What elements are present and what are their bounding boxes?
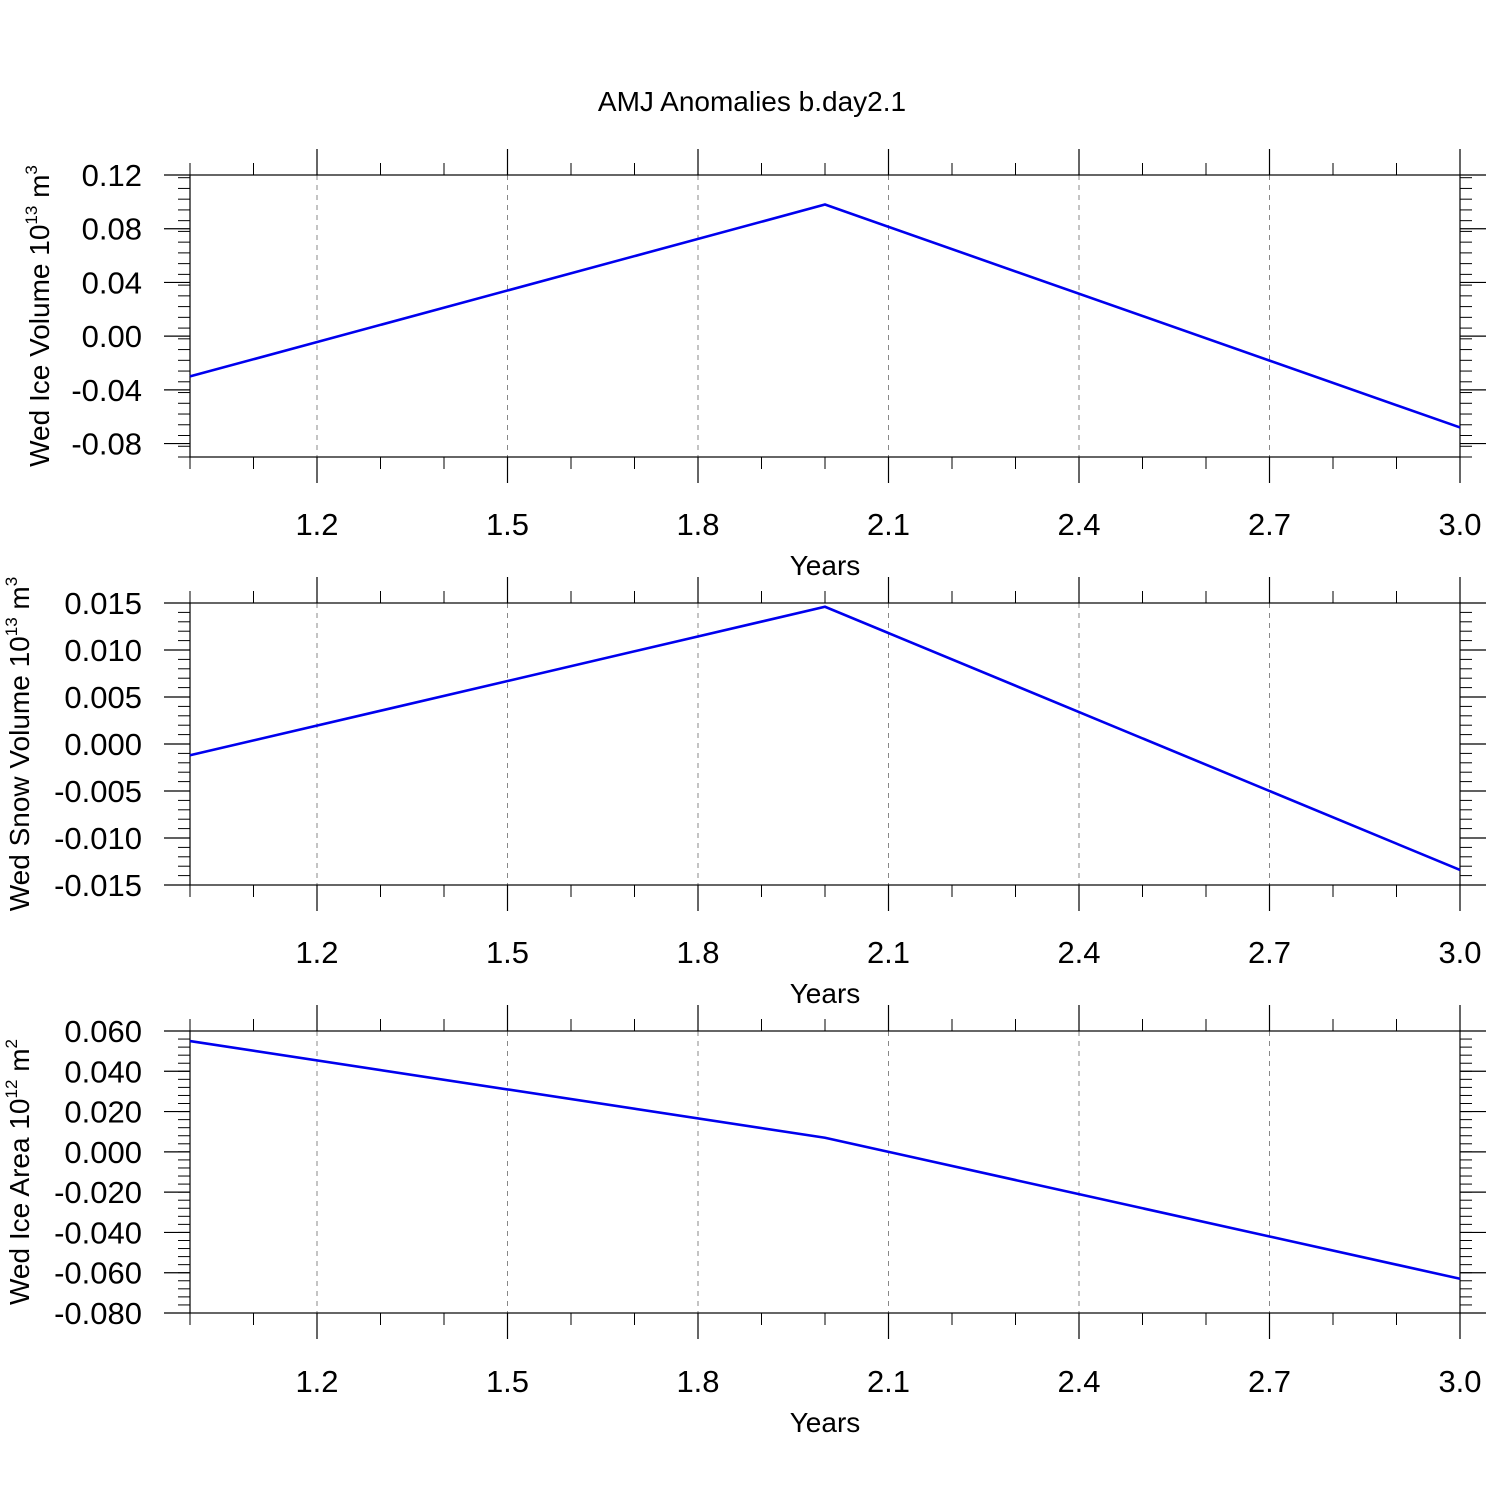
- x-tick-label: 2.1: [867, 507, 910, 542]
- y-tick-label: 0.000: [64, 1135, 142, 1170]
- x-tick-label: 1.8: [676, 935, 719, 970]
- y-axis-label-superscript: 13: [2, 617, 21, 636]
- x-axis-label: Years: [790, 978, 861, 1009]
- x-tick-label: 1.8: [676, 1364, 719, 1399]
- x-tick-label: 2.7: [1248, 1364, 1291, 1399]
- figure-title: AMJ Anomalies b.day2.1: [598, 86, 906, 117]
- y-tick-label: -0.08: [71, 427, 142, 462]
- x-tick-label: 1.5: [486, 507, 529, 542]
- y-axis-label: Wed Ice Volume 1013 m3: [22, 165, 55, 467]
- y-tick-label: 0.040: [64, 1054, 142, 1089]
- y-tick-label: -0.080: [54, 1296, 142, 1331]
- y-tick-label: 0.000: [64, 727, 142, 762]
- panels: -0.08 -0.04 0.00 0.04 0.08 0.12 1.2 1.5 1.8 2.1 2.…: [2, 149, 1486, 1438]
- chart-panel-1: -0.08 -0.04 0.00 0.04 0.08 0.12 1.2 1.5 1.8 2.1 2.…: [22, 149, 1486, 581]
- y-tick-label: -0.005: [54, 774, 142, 809]
- y-tick-label: -0.040: [54, 1215, 142, 1250]
- x-tick-label: 1.5: [486, 1364, 529, 1399]
- y-axis-label-part: Wed Ice Area 10: [4, 1099, 35, 1306]
- y-tick-label: 0.04: [82, 265, 142, 300]
- x-tick-label: 1.8: [676, 507, 719, 542]
- chart-panel-2: -0.015 -0.010 -0.005 0.000 0.005 0.010 0.015 1.…: [2, 577, 1486, 1009]
- y-axis-label-superscript: 12: [2, 1080, 21, 1099]
- y-axis-label-part: m: [4, 586, 35, 617]
- y-tick-label: -0.015: [54, 868, 142, 903]
- x-tick-label: 1.2: [295, 935, 338, 970]
- y-axis-label-superscript: 3: [22, 165, 41, 174]
- y-tick-label: -0.010: [54, 821, 142, 856]
- x-tick-label: 3.0: [1438, 507, 1481, 542]
- y-axis-label: Wed Snow Volume 1013 m3: [2, 577, 35, 911]
- y-axis-label-superscript: 2: [2, 1039, 21, 1048]
- y-axis-label-part: Wed Ice Volume 10: [24, 225, 55, 467]
- x-tick-label: 2.7: [1248, 507, 1291, 542]
- x-axis-label: Years: [790, 1407, 861, 1438]
- x-tick-label: 2.1: [867, 935, 910, 970]
- y-tick-label: 0.010: [64, 633, 142, 668]
- y-tick-label: 0.08: [82, 212, 142, 247]
- y-axis-label-part: Wed Snow Volume 10: [4, 636, 35, 911]
- chart-panel-3: -0.080 -0.060 -0.040 -0.020 0.000 0.020 0.040 0…: [2, 1005, 1486, 1438]
- y-tick-label: 0.12: [82, 158, 142, 193]
- x-tick-label: 1.2: [295, 1364, 338, 1399]
- y-axis-label-superscript: 13: [22, 206, 41, 225]
- x-tick-label: 1.2: [295, 507, 338, 542]
- y-tick-label: 0.005: [64, 680, 142, 715]
- x-tick-label: 2.4: [1057, 935, 1100, 970]
- x-tick-label: 2.7: [1248, 935, 1291, 970]
- y-tick-label: -0.020: [54, 1175, 142, 1210]
- x-tick-label: 3.0: [1438, 935, 1481, 970]
- y-axis-label-superscript: 3: [2, 577, 21, 586]
- x-axis-label: Years: [790, 550, 861, 581]
- y-axis-label-part: m: [4, 1048, 35, 1079]
- x-tick-label: 2.4: [1057, 507, 1100, 542]
- x-tick-label: 2.1: [867, 1364, 910, 1399]
- y-axis-label-part: m: [24, 175, 55, 206]
- x-tick-label: 2.4: [1057, 1364, 1100, 1399]
- y-tick-label: 0.015: [64, 586, 142, 621]
- x-tick-label: 1.5: [486, 935, 529, 970]
- y-axis-label: Wed Ice Area 1012 m2: [2, 1039, 35, 1305]
- y-tick-label: 0.060: [64, 1014, 142, 1049]
- y-tick-label: -0.060: [54, 1256, 142, 1291]
- y-tick-label: 0.020: [64, 1095, 142, 1130]
- y-tick-label: 0.00: [82, 319, 142, 354]
- y-tick-label: -0.04: [71, 373, 142, 408]
- x-tick-label: 3.0: [1438, 1364, 1481, 1399]
